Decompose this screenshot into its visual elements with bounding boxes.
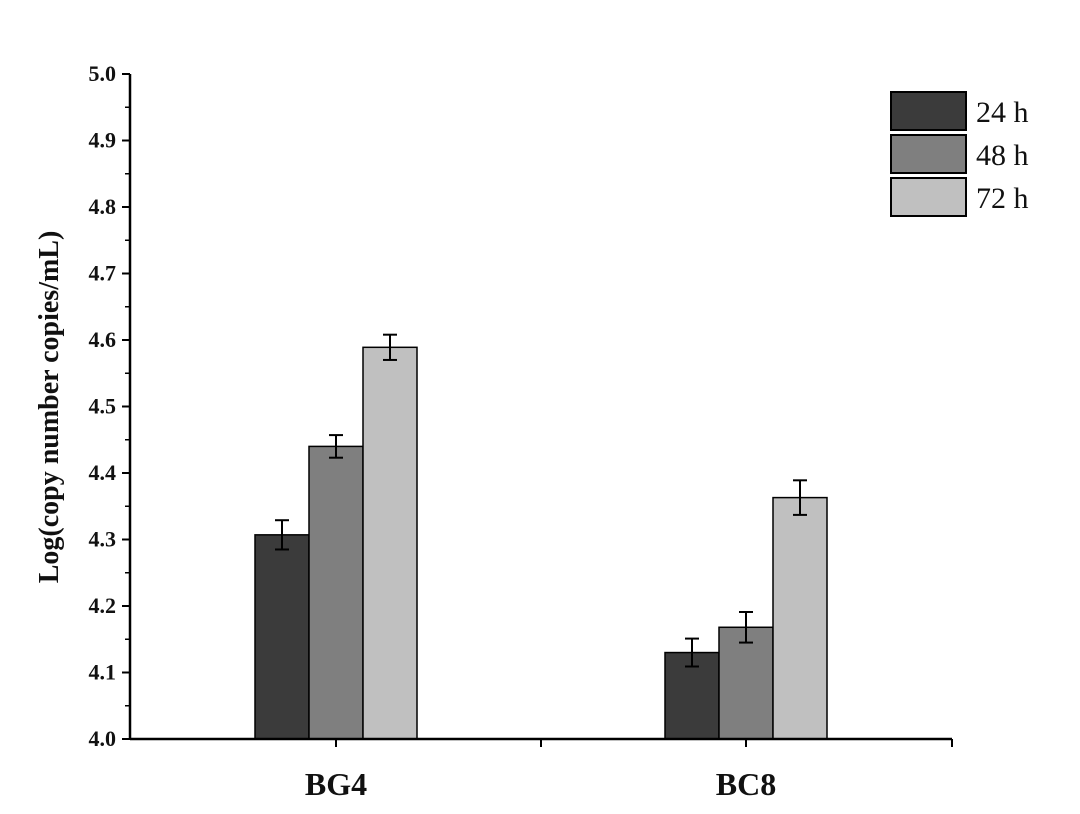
legend-swatch [890,177,967,217]
x-labels-group: BG4 BC8 [305,766,776,802]
axes-group [128,74,953,747]
legend-label: 72 h [976,182,1029,215]
error-bar-bc8-48h [739,610,753,644]
error-bar-bg4-24h [275,519,289,551]
bar-bg4-48h [308,445,364,740]
error-bar-bg4-48h [329,434,343,459]
bar-bg4-24h [254,534,310,740]
y-tick-label: 4.2 [89,593,117,618]
y-tick-label: 4.3 [89,527,117,552]
y-axis-title: Log(copy number copies/mL) [34,231,65,584]
x-category-label: BG4 [305,766,367,802]
error-bar-bc8-72h [793,479,807,516]
y-tick-label: 4.7 [89,261,117,286]
legend: 24 h 48 h 72 h [890,91,1029,217]
legend-item-72h: 72 h [890,177,1029,217]
y-tick-label: 4.8 [89,194,117,219]
bar-bg4-72h [362,346,418,740]
bar-bc8-72h [772,496,828,740]
error-bar-bc8-24h [685,637,699,668]
legend-label: 48 h [976,139,1029,172]
error-bar-bg4-72h [383,333,397,361]
x-category-label: BC8 [716,766,776,802]
y-ticks-group: 4.0 4.1 4.2 4.3 4.4 4.5 4.6 4.7 4.8 4.9 5.0 [89,61,130,751]
y-tick-label: 4.0 [89,726,117,751]
legend-item-24h: 24 h [890,91,1029,131]
y-tick-label: 4.1 [89,660,117,685]
legend-swatch [890,134,967,174]
legend-swatch [890,91,967,131]
legend-label: 24 h [976,96,1029,129]
bars-group [254,346,828,740]
legend-item-48h: 48 h [890,134,1029,174]
y-tick-label: 4.4 [89,460,117,485]
y-tick-label: 4.6 [89,327,117,352]
y-tick-label: 5.0 [89,61,117,86]
error-bars-group [275,333,807,668]
y-tick-label: 4.5 [89,394,117,419]
y-tick-label: 4.9 [89,128,117,153]
bar-bc8-48h [718,626,774,740]
